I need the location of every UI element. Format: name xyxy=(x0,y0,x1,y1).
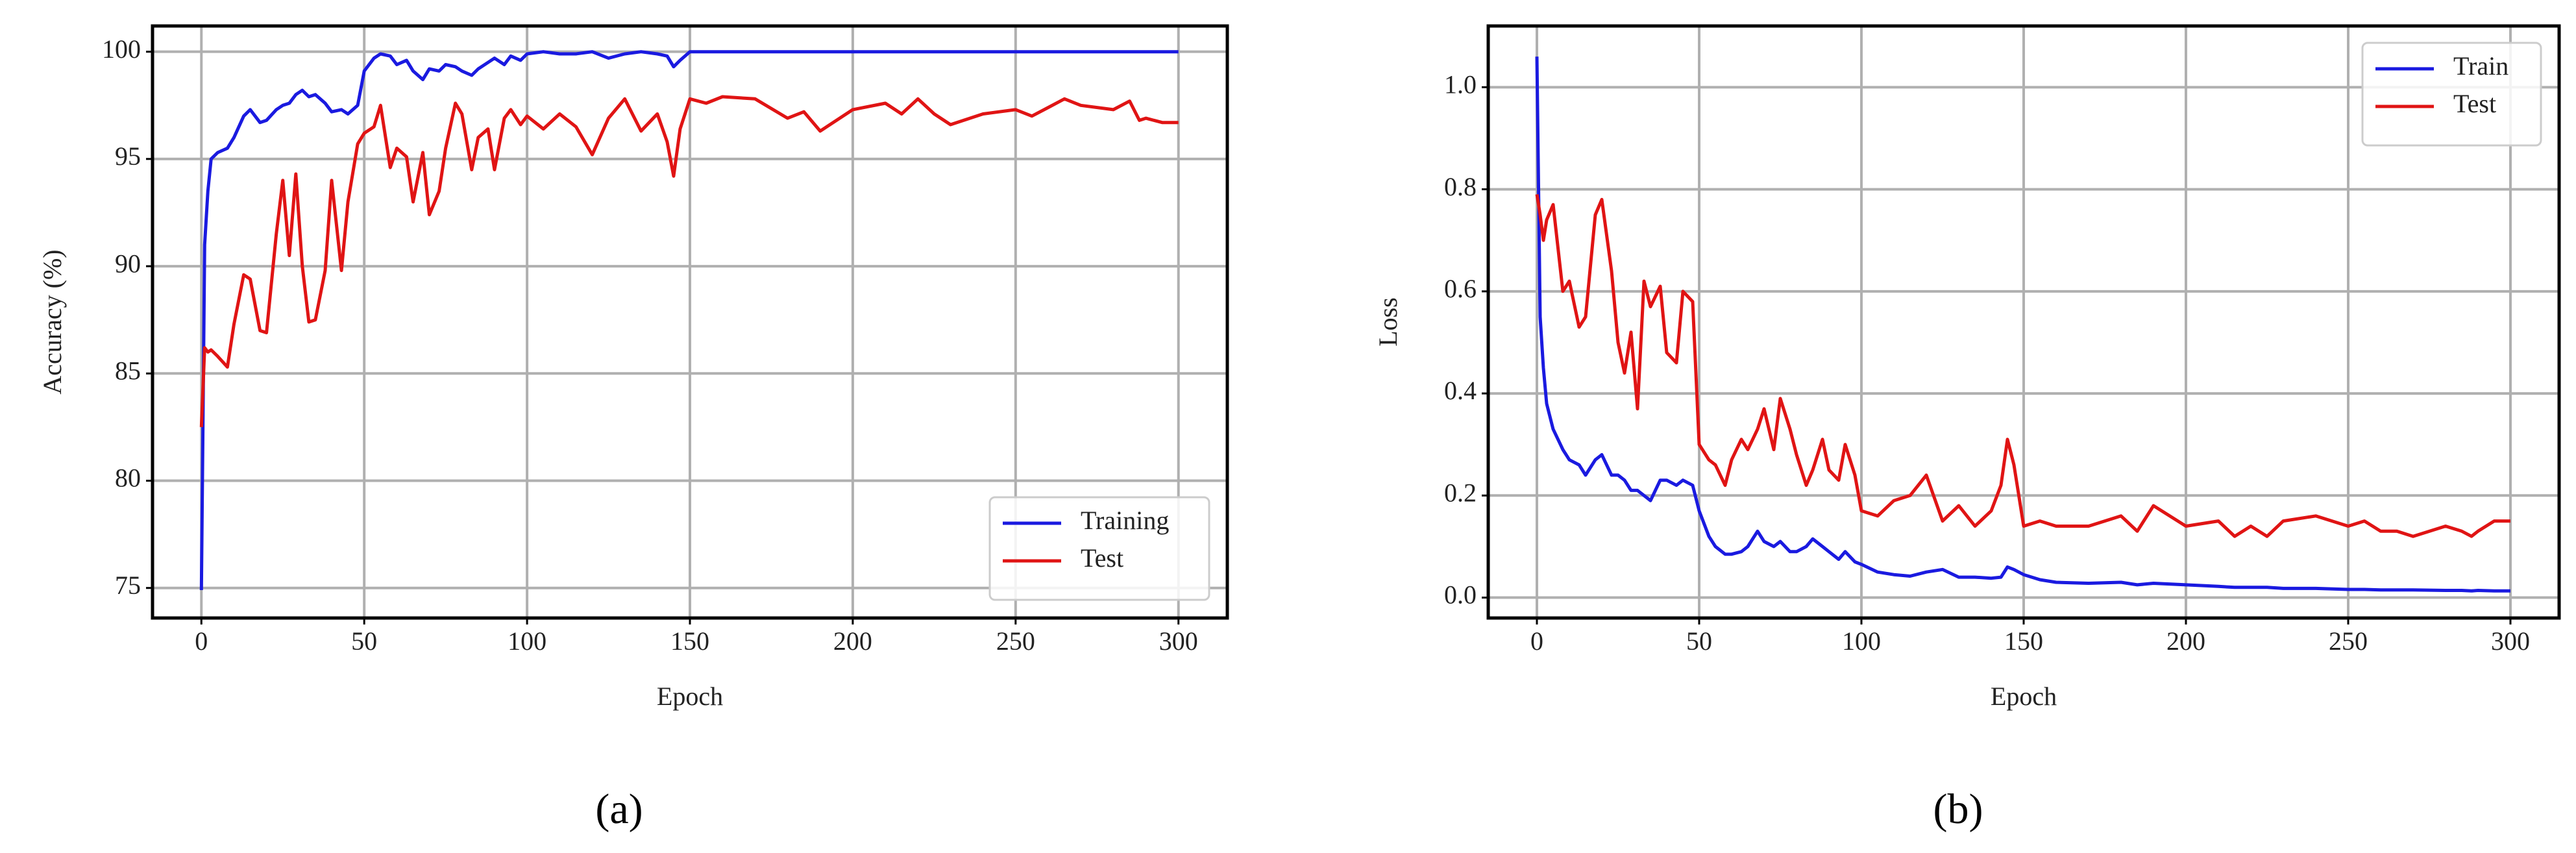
x-tick-label: 100 xyxy=(508,626,546,656)
x-axis-label: Epoch xyxy=(657,682,723,711)
legend-label: Train xyxy=(2453,51,2509,80)
data-line xyxy=(199,95,1179,428)
y-tick-label: 0.8 xyxy=(1444,172,1477,201)
y-tick-label: 0.2 xyxy=(1444,478,1477,507)
y-tick-label: 75 xyxy=(115,571,141,600)
plot-frame xyxy=(151,24,1229,620)
x-tick-label: 300 xyxy=(2491,626,2530,656)
y-tick-label: 80 xyxy=(115,464,141,493)
x-tick-label: 100 xyxy=(1842,626,1881,656)
y-tick-label: 100 xyxy=(102,34,141,64)
x-tick-label: 150 xyxy=(670,626,709,656)
data-line xyxy=(199,50,1179,591)
legend-box xyxy=(2361,42,2542,147)
y-axis-label: Loss xyxy=(1373,297,1403,347)
x-tick-label: 300 xyxy=(1159,626,1198,656)
x-tick-label: 50 xyxy=(351,626,377,656)
plot-frame xyxy=(1486,24,2561,620)
y-tick-label: 0.6 xyxy=(1444,274,1477,303)
x-tick-label: 200 xyxy=(833,626,872,656)
y-tick-label: 85 xyxy=(115,356,141,385)
legend-label: Training xyxy=(1081,506,1169,535)
x-axis-label: Epoch xyxy=(1991,682,2057,711)
x-tick-label: 0 xyxy=(1530,626,1543,656)
caption: (a) xyxy=(595,785,643,833)
y-tick-label: 0.0 xyxy=(1444,580,1477,610)
legend-label: Test xyxy=(1081,543,1123,573)
x-tick-label: 250 xyxy=(2329,626,2368,656)
y-tick-label: 95 xyxy=(115,142,141,171)
legend-label: Test xyxy=(2453,89,2496,118)
y-tick-label: 1.0 xyxy=(1444,70,1477,99)
y-axis-label: Accuracy (%) xyxy=(38,249,67,394)
legend: Training Test xyxy=(988,496,1210,601)
data-line xyxy=(1535,194,2510,538)
y-tick-label: 90 xyxy=(115,249,141,278)
y-tick-label: 0.4 xyxy=(1444,376,1477,405)
x-tick-label: 150 xyxy=(2004,626,2043,656)
x-tick-label: 0 xyxy=(195,626,208,656)
x-tick-label: 200 xyxy=(2166,626,2205,656)
x-tick-label: 50 xyxy=(1686,626,1712,656)
caption: (b) xyxy=(1933,785,1983,833)
data-line xyxy=(1535,56,2510,593)
x-tick-label: 250 xyxy=(996,626,1035,656)
legend: Train Test xyxy=(2361,42,2542,147)
